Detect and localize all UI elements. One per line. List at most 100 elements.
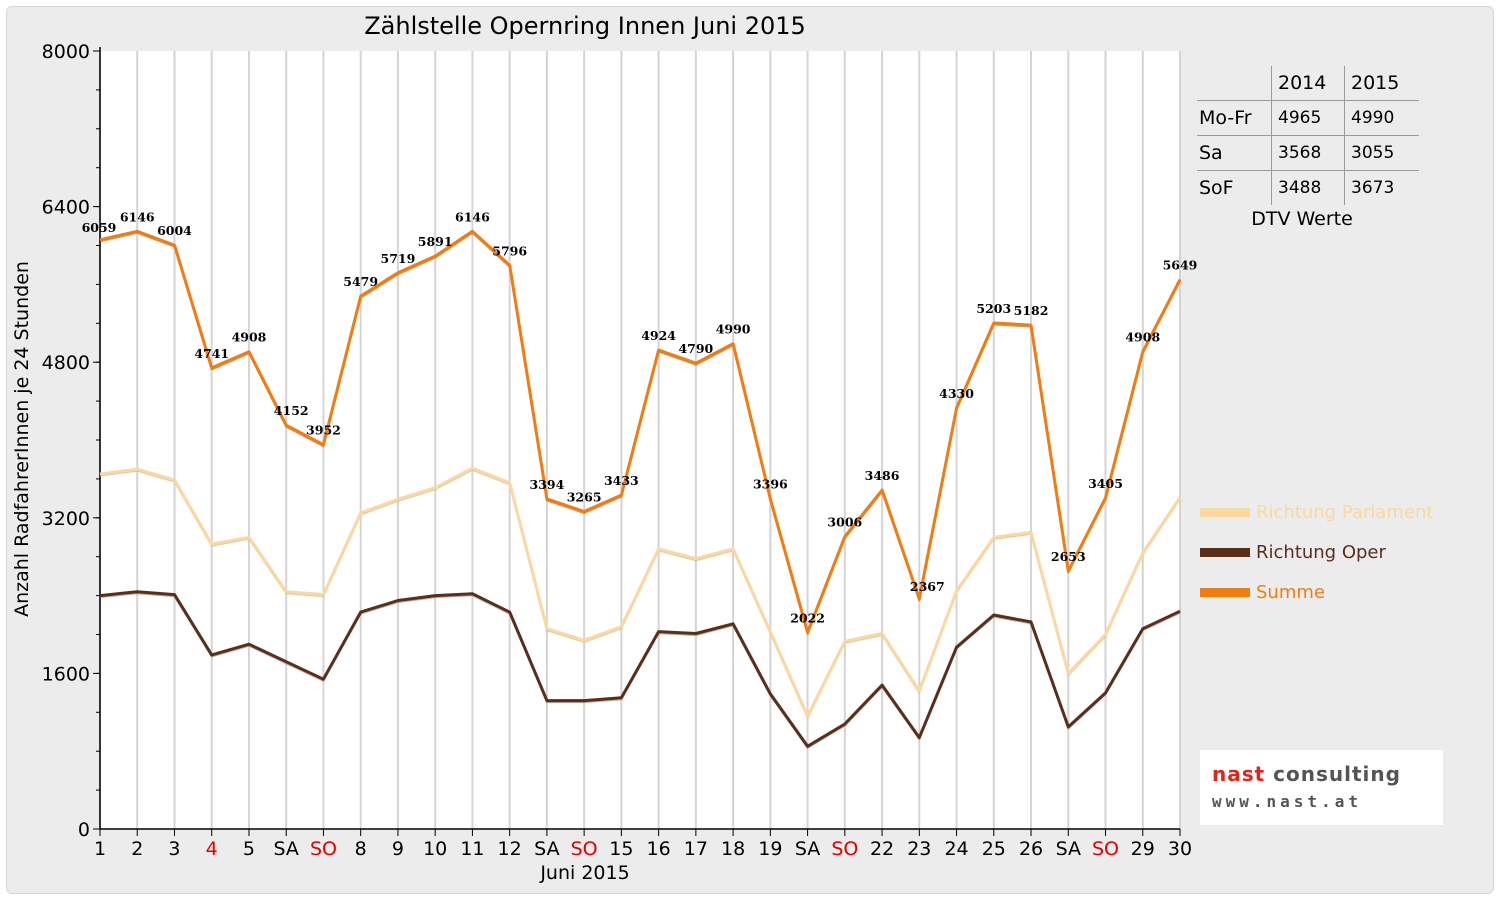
data-label: 3394 bbox=[529, 477, 564, 492]
legend-item-oper: Richtung Oper bbox=[1200, 532, 1433, 572]
logo-name: nast consulting bbox=[1212, 762, 1401, 786]
x-tick-label: 2 bbox=[131, 838, 143, 860]
data-label: 5203 bbox=[976, 301, 1011, 316]
x-tick-label: 15 bbox=[609, 838, 633, 860]
x-axis-label: Juni 2015 bbox=[540, 862, 630, 884]
x-tick-label: 3 bbox=[168, 838, 180, 860]
data-label: 6146 bbox=[455, 209, 490, 224]
y-tick-label: 8000 bbox=[42, 41, 90, 63]
data-label: 4990 bbox=[716, 322, 751, 337]
data-label: 2022 bbox=[790, 610, 825, 625]
y-tick-label: 6400 bbox=[42, 197, 90, 219]
chart-title: Zählstelle Opernring Innen Juni 2015 bbox=[364, 12, 806, 40]
data-label: 3405 bbox=[1088, 476, 1123, 491]
data-label: 6146 bbox=[120, 209, 155, 224]
x-tick-label: 17 bbox=[684, 838, 708, 860]
data-label: 3006 bbox=[827, 515, 862, 530]
dtv-table: 2014 2015 Mo-Fr 4965 4990 Sa 3568 3055 S… bbox=[1197, 66, 1419, 205]
x-tick-label: 8 bbox=[355, 838, 367, 860]
dtv-value-2015: 3673 bbox=[1344, 170, 1419, 205]
data-label: 4152 bbox=[274, 403, 309, 418]
data-label: 6004 bbox=[157, 223, 192, 238]
x-tick-label: SO bbox=[571, 838, 598, 860]
legend-swatch bbox=[1200, 587, 1250, 597]
data-label: 5649 bbox=[1163, 258, 1198, 273]
x-tick-label: 4 bbox=[206, 838, 218, 860]
legend-label: Summe bbox=[1256, 581, 1325, 603]
grid-lines bbox=[99, 51, 1181, 829]
series-lines bbox=[99, 229, 1182, 749]
dtv-value-2014: 3568 bbox=[1271, 135, 1345, 171]
dtv-row-mofr: Mo-Fr 4965 4990 bbox=[1197, 100, 1419, 136]
data-labels: 6059614660044741490841523952547957195891… bbox=[82, 209, 1198, 625]
x-tick-label: SA bbox=[1056, 838, 1081, 860]
x-tick-label: 24 bbox=[944, 838, 968, 860]
x-tick-label: SO bbox=[1092, 838, 1119, 860]
company-logo: nast consulting www.nast.at bbox=[1200, 750, 1443, 825]
dtv-value-2014: 4965 bbox=[1271, 100, 1345, 136]
data-label: 2367 bbox=[910, 579, 945, 594]
series-line bbox=[99, 229, 1182, 634]
data-label: 3396 bbox=[753, 477, 788, 492]
y-tick-label: 4800 bbox=[42, 352, 90, 374]
dtv-value-2014: 3488 bbox=[1271, 170, 1345, 205]
dtv-caption: DTV Werte bbox=[1251, 208, 1353, 230]
data-label: 5891 bbox=[418, 234, 453, 249]
series-line bbox=[99, 590, 1181, 748]
x-tick-label: 16 bbox=[647, 838, 671, 860]
x-tick-label: 12 bbox=[498, 838, 522, 860]
dtv-header-2014: 2014 bbox=[1271, 66, 1345, 101]
x-tick-label: 22 bbox=[870, 838, 894, 860]
data-label: 3486 bbox=[865, 468, 900, 483]
data-label: 4908 bbox=[232, 330, 267, 345]
x-tick-label: 25 bbox=[982, 838, 1006, 860]
x-tick-label: 1 bbox=[94, 838, 106, 860]
data-label: 5719 bbox=[381, 251, 416, 266]
dtv-row-sof: SoF 3488 3673 bbox=[1197, 170, 1419, 205]
x-tick-label: SO bbox=[831, 838, 858, 860]
logo-name-part1: nast bbox=[1212, 762, 1266, 786]
x-tick-label: 5 bbox=[243, 838, 255, 860]
legend-item-parlament: Richtung Parlament bbox=[1200, 492, 1433, 532]
legend-item-summe: Summe bbox=[1200, 572, 1433, 612]
legend-label: Richtung Parlament bbox=[1256, 501, 1434, 523]
data-label: 4790 bbox=[678, 341, 713, 356]
data-label: 3952 bbox=[306, 423, 341, 438]
data-label: 4741 bbox=[194, 346, 229, 361]
dtv-header-2015: 2015 bbox=[1344, 66, 1419, 101]
data-label: 5796 bbox=[492, 243, 527, 258]
y-tick-label: 3200 bbox=[42, 508, 90, 530]
data-label: 3433 bbox=[604, 473, 639, 488]
data-label: 4330 bbox=[939, 386, 974, 401]
x-tick-label: SA bbox=[534, 838, 559, 860]
data-label: 4924 bbox=[641, 328, 676, 343]
dtv-value-2015: 4990 bbox=[1344, 100, 1419, 136]
dtv-row-sa: Sa 3568 3055 bbox=[1197, 135, 1419, 171]
x-tick-label: SO bbox=[310, 838, 337, 860]
x-tick-label: 19 bbox=[758, 838, 782, 860]
logo-url: www.nast.at bbox=[1212, 792, 1362, 811]
x-tick-label: SA bbox=[795, 838, 820, 860]
dtv-value-2015: 3055 bbox=[1344, 135, 1419, 171]
dtv-header-row: 2014 2015 bbox=[1197, 66, 1419, 101]
legend-swatch bbox=[1200, 507, 1250, 517]
tick-labels: 1 2 3 4 5 SA SO 8 9 10 11 12 SA SO 15 16 17 18 19 SA SO 22 23 2… bbox=[42, 41, 1192, 860]
data-label: 5479 bbox=[343, 274, 378, 289]
x-tick-label: 26 bbox=[1019, 838, 1043, 860]
legend: Richtung Parlament Richtung Oper Summe bbox=[1200, 492, 1433, 612]
x-tick-label: 18 bbox=[721, 838, 745, 860]
dtv-row-label: Mo-Fr bbox=[1197, 100, 1272, 136]
data-label: 4908 bbox=[1125, 330, 1160, 345]
x-tick-label: 29 bbox=[1131, 838, 1155, 860]
data-label: 5182 bbox=[1014, 303, 1049, 318]
legend-swatch bbox=[1200, 547, 1250, 557]
y-tick-label: 1600 bbox=[42, 663, 90, 685]
plot-area bbox=[100, 51, 1180, 829]
x-tick-label: 23 bbox=[907, 838, 931, 860]
axes bbox=[93, 47, 1181, 836]
legend-label: Richtung Oper bbox=[1256, 541, 1386, 563]
dtv-row-label: SoF bbox=[1199, 177, 1234, 199]
series-line bbox=[99, 466, 1182, 718]
x-tick-label: 10 bbox=[423, 838, 447, 860]
